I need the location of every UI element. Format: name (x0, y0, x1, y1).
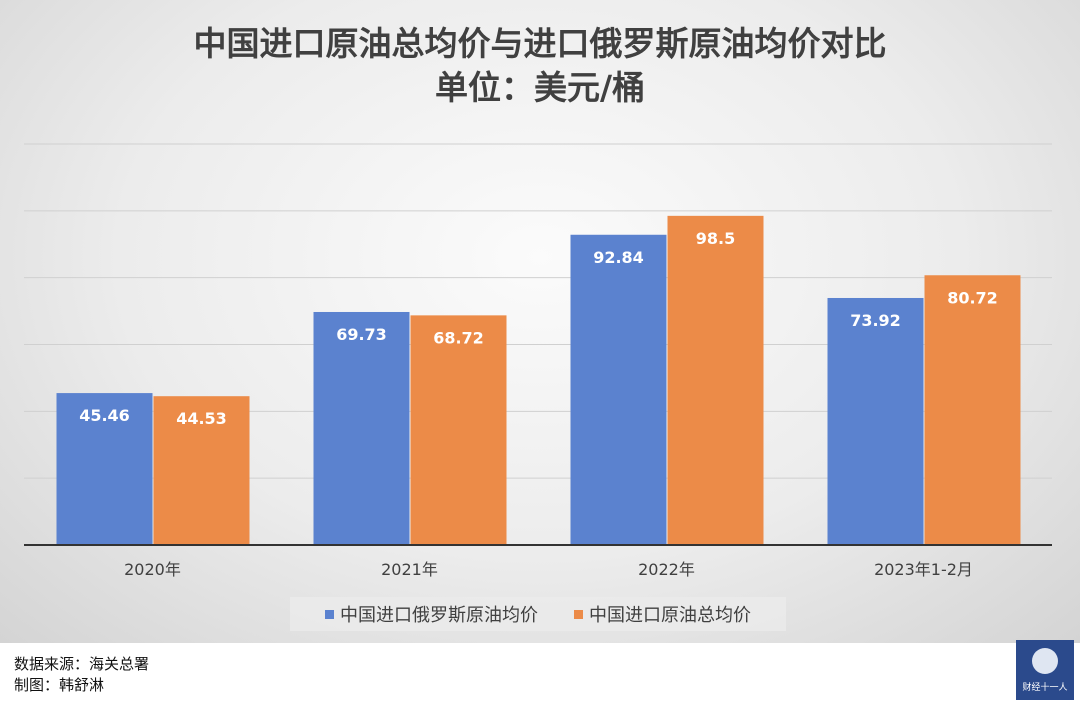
data-label: 45.46 (79, 406, 130, 425)
data-label: 68.72 (433, 328, 484, 347)
legend-swatch (574, 609, 583, 619)
logo: 财经十一人 (1016, 640, 1074, 700)
legend-label: 中国进口原油总均价 (589, 605, 751, 626)
data-label: 69.73 (336, 325, 387, 344)
legend-item-total: 中国进口原油总均价 (574, 601, 751, 627)
bar (153, 396, 250, 545)
x-tick-label: 2021年 (381, 560, 438, 579)
footer: 数据来源：海关总署 制图：韩舒淋 (14, 654, 149, 696)
chart-author: 制图：韩舒淋 (14, 676, 105, 694)
data-label: 98.5 (696, 229, 735, 248)
legend-item-russia: 中国进口俄罗斯原油均价 (325, 601, 538, 627)
legend-label: 中国进口俄罗斯原油均价 (340, 605, 538, 626)
data-source: 数据来源：海关总署 (14, 655, 150, 673)
x-tick-label: 2020年 (124, 560, 181, 579)
x-tick-label: 2023年1-2月 (874, 560, 973, 579)
legend-swatch (325, 609, 334, 619)
legend: 中国进口俄罗斯原油均价 中国进口原油总均价 (290, 597, 786, 631)
bar (924, 275, 1021, 545)
data-label: 92.84 (593, 248, 644, 267)
bar (56, 393, 153, 545)
data-label: 80.72 (947, 288, 998, 307)
chart-subtitle: 单位：美元/桶 (434, 68, 646, 107)
chart-title: 中国进口原油总均价与进口俄罗斯原油均价对比 (193, 24, 887, 63)
bar (313, 311, 410, 545)
bar (667, 215, 764, 546)
logo-text: 财经十一人 (1022, 683, 1068, 693)
x-tick-label: 2022年 (638, 560, 695, 579)
bar (410, 315, 507, 545)
bar (827, 297, 924, 545)
data-label: 44.53 (176, 409, 227, 428)
bar (570, 234, 667, 545)
data-label: 73.92 (850, 311, 901, 330)
chart-title-block: 中国进口原油总均价与进口俄罗斯原油均价对比 单位：美元/桶 (0, 22, 1080, 110)
chart-area: 中国进口原油总均价与进口俄罗斯原油均价对比 单位：美元/桶 45.46 44.53… (0, 0, 1080, 643)
bar-plot: 45.46 44.53 2020年 69.73 68.72 2021年 92.84 98.5 2… (24, 143, 1052, 579)
globe-icon (1032, 648, 1058, 674)
